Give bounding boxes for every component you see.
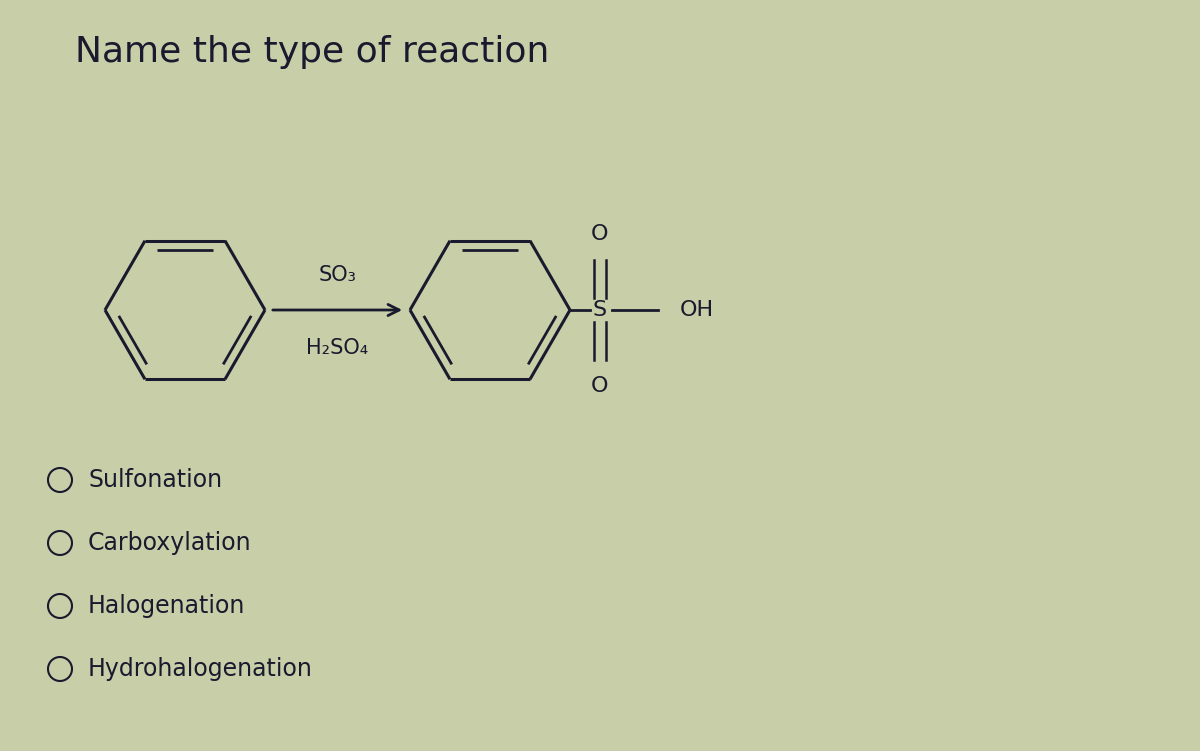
- Text: Hydrohalogenation: Hydrohalogenation: [88, 657, 313, 681]
- Text: H₂SO₄: H₂SO₄: [306, 338, 368, 358]
- Text: Sulfonation: Sulfonation: [88, 468, 222, 492]
- Text: Halogenation: Halogenation: [88, 594, 245, 618]
- Text: O: O: [592, 224, 608, 244]
- Text: Carboxylation: Carboxylation: [88, 531, 252, 555]
- Text: Name the type of reaction: Name the type of reaction: [74, 35, 550, 69]
- Text: S: S: [593, 300, 607, 320]
- Text: SO₃: SO₃: [318, 265, 356, 285]
- Text: OH: OH: [680, 300, 714, 320]
- Text: O: O: [592, 376, 608, 396]
